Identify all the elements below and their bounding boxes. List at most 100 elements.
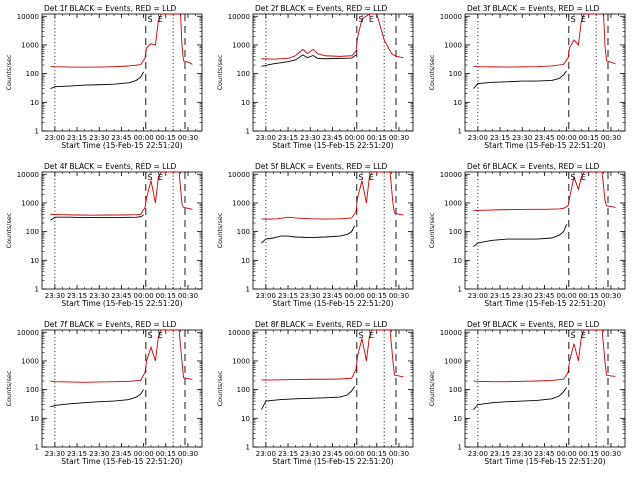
y-axis-label: Counts/sec (5, 212, 13, 248)
y-tick-label: 100 (449, 386, 462, 394)
annotation-e: E (158, 15, 163, 24)
series-lld-line (261, 14, 404, 60)
annotation-s: S (359, 173, 364, 182)
y-tick-label: 10 (30, 99, 39, 107)
y-tick-label: 1000 (232, 357, 250, 365)
x-tick-label: 23:15 (490, 292, 510, 300)
x-tick-label: 23:45 (322, 450, 342, 458)
x-tick-label: 23:00 (468, 450, 488, 458)
x-tick-label: 23:45 (534, 134, 554, 142)
x-axis-label: Start Time (15-Feb-15 22:51:20) (484, 299, 605, 308)
x-axis-label: Start Time (15-Feb-15 22:51:20) (272, 457, 393, 466)
panel-title: Det 6f BLACK = Events, RED = LLD (467, 162, 600, 171)
x-axis-label: Start Time (15-Feb-15 22:51:20) (272, 299, 393, 308)
panel-title: Det 1f BLACK = Events, RED = LLD (44, 4, 177, 13)
y-tick-label: 10000 (440, 171, 462, 179)
x-axis-label: Start Time (15-Feb-15 22:51:20) (484, 141, 605, 150)
x-tick-label: 23:15 (490, 134, 510, 142)
y-tick-label: 1000 (444, 357, 462, 365)
x-tick-label: 00:15 (156, 134, 176, 142)
x-tick-label: 23:00 (256, 292, 276, 300)
x-tick-label: 23:30 (300, 450, 320, 458)
plot-frame (252, 13, 414, 132)
series-events-line (50, 389, 144, 408)
y-tick-label: 100 (449, 228, 462, 236)
series-events-line (261, 225, 355, 244)
series-lld-line (50, 14, 193, 68)
annotation-s: S (359, 331, 364, 340)
x-tick-label: 00:30 (389, 134, 409, 142)
panel-title: Det 7f BLACK = Events, RED = LLD (44, 320, 177, 329)
annotation-e: E (369, 173, 374, 182)
y-tick-label: 1000 (21, 199, 39, 207)
x-tick-label: 00:00 (344, 450, 364, 458)
x-tick-label: 00:00 (344, 292, 364, 300)
x-tick-label: 00:30 (389, 450, 409, 458)
y-tick-label: 1000 (232, 41, 250, 49)
series-events-line (261, 386, 355, 410)
series-lld-line (473, 330, 616, 383)
panel-title: Det 4f BLACK = Events, RED = LLD (44, 162, 177, 171)
series-events-line (473, 224, 568, 247)
chart-panel-3: Det 3f BLACK = Events, RED = LLD S E 1 10 100… (428, 4, 626, 150)
y-tick-label: 1 (246, 128, 250, 136)
y-tick-label: 10 (453, 415, 462, 423)
y-tick-label: 10 (453, 99, 462, 107)
x-axis-label: Start Time (15-Feb-15 22:51:20) (61, 299, 182, 308)
annotation-s: S (571, 173, 576, 182)
chart-panel-8: Det 8f BLACK = Events, RED = LLD S E 1 10 100… (216, 320, 414, 466)
x-tick-label: 00:00 (556, 450, 576, 458)
chart-panel-4: Det 4f BLACK = Events, RED = LLD S E 1 10 100… (5, 162, 203, 308)
y-tick-label: 100 (449, 70, 462, 78)
annotation-e: E (581, 15, 586, 24)
annotation-e: E (369, 331, 374, 340)
x-tick-label: 00:30 (601, 134, 621, 142)
y-tick-label: 10000 (228, 13, 250, 21)
annotation-e: E (581, 173, 586, 182)
x-tick-label: 23:00 (256, 134, 276, 142)
x-tick-label: 23:45 (322, 134, 342, 142)
x-tick-label: 23:45 (534, 450, 554, 458)
y-tick-label: 1000 (21, 357, 39, 365)
y-tick-label: 10000 (228, 171, 250, 179)
annotation-e: E (369, 15, 374, 24)
x-axis-label: Start Time (15-Feb-15 22:51:20) (484, 457, 605, 466)
panel-title: Det 3f BLACK = Events, RED = LLD (467, 4, 600, 13)
y-tick-label: 10000 (17, 171, 39, 179)
y-tick-label: 10000 (228, 329, 250, 337)
y-tick-label: 10000 (17, 329, 39, 337)
x-tick-label: 00:00 (133, 292, 153, 300)
plot-frame (41, 171, 203, 290)
y-tick-label: 1000 (232, 199, 250, 207)
x-axis-label: Start Time (15-Feb-15 22:51:20) (61, 141, 182, 150)
annotation-s: S (571, 15, 576, 24)
annotation-e: E (158, 173, 163, 182)
x-tick-label: 00:00 (344, 134, 364, 142)
y-axis-label: Counts/sec (216, 370, 224, 406)
y-tick-label: 1 (35, 128, 39, 136)
x-tick-label: 00:15 (156, 292, 176, 300)
x-tick-label: 23:30 (89, 450, 109, 458)
x-tick-label: 23:30 (89, 134, 109, 142)
series-lld-line (473, 172, 616, 211)
y-axis-label: Counts/sec (5, 54, 13, 90)
x-tick-label: 00:15 (367, 134, 387, 142)
plot-frame (252, 329, 414, 448)
plot-frame (41, 329, 203, 448)
annotation-s: S (148, 173, 153, 182)
annotation-s: S (359, 15, 364, 24)
y-tick-label: 1 (246, 286, 250, 294)
x-tick-label: 23:15 (278, 450, 298, 458)
plot-frame (464, 171, 626, 290)
panel-title: Det 9f BLACK = Events, RED = LLD (467, 320, 600, 329)
y-tick-label: 1 (458, 286, 462, 294)
x-tick-label: 23:15 (67, 292, 87, 300)
x-tick-label: 00:15 (156, 450, 176, 458)
x-tick-label: 23:00 (468, 134, 488, 142)
y-tick-label: 100 (237, 228, 250, 236)
y-tick-label: 1 (35, 444, 39, 452)
y-axis-label: Counts/sec (216, 212, 224, 248)
y-tick-label: 10 (241, 99, 250, 107)
x-tick-label: 00:00 (556, 292, 576, 300)
x-tick-label: 23:30 (300, 134, 320, 142)
